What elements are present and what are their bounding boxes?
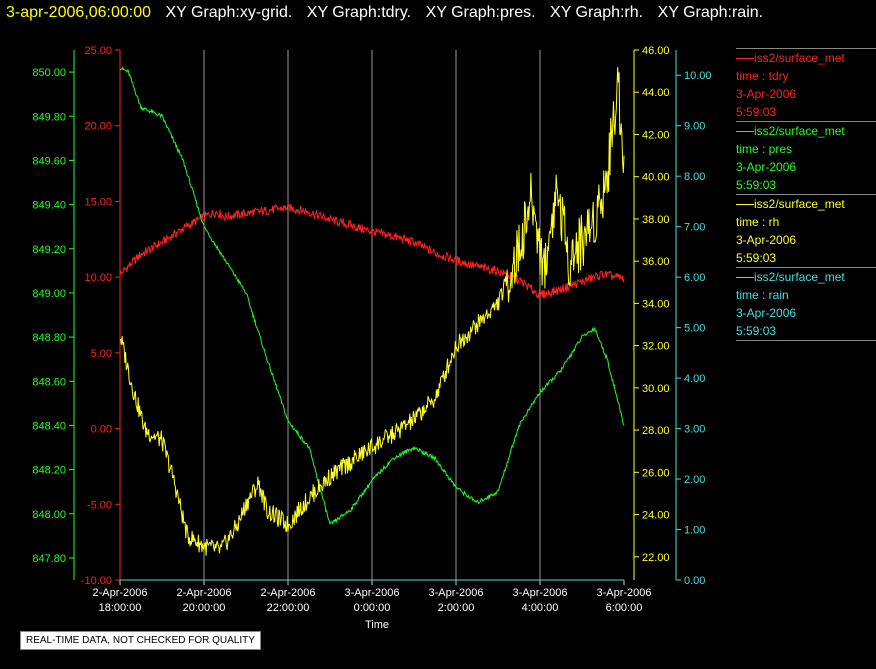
legend-source: iss2/surface_met: [736, 49, 876, 67]
legend-time: 5:59:03: [736, 251, 777, 265]
pres-tick-label: 848.20: [32, 465, 66, 477]
legend-date: 3-Apr-2006: [736, 160, 797, 174]
graph-title-tdry: XY Graph:tdry.: [306, 4, 412, 21]
x-tick-label-date: 3-Apr-2006: [344, 587, 399, 599]
tdry-series-line: [119, 202, 625, 300]
x-tick-label-date: 3-Apr-2006: [428, 587, 483, 599]
rh-tick-label: 28.00: [642, 425, 670, 437]
rain-tick-label: 5.00: [684, 323, 705, 335]
x-tick-label-date: 2-Apr-2006: [92, 587, 147, 599]
legend-date: 3-Apr-2006: [736, 87, 797, 101]
rain-tick-label: 2.00: [684, 474, 705, 486]
x-tick-label-time: 2:00:00: [438, 602, 475, 614]
graph-title-rain: XY Graph:rain.: [657, 4, 764, 21]
rh-tick-label: 44.00: [642, 87, 670, 99]
tdry-tick-label: 25.00: [84, 45, 112, 57]
rain-tick-label: 8.00: [684, 171, 705, 183]
rh-tick-label: 26.00: [642, 467, 670, 479]
rh-tick-label: 34.00: [642, 298, 670, 310]
legend-entry-rain: iss2/surface_met time : rain 3-Apr-2006 …: [736, 267, 876, 341]
rh-tick-label: 22.00: [642, 552, 670, 564]
legend-entry-tdry: iss2/surface_met time : tdry 3-Apr-2006 …: [736, 48, 876, 121]
legend-source: iss2/surface_met: [736, 195, 876, 213]
pres-tick-label: 849.20: [32, 244, 66, 256]
x-tick-label-time: 4:00:00: [522, 602, 559, 614]
pres-tick-label: 848.60: [32, 376, 66, 388]
x-tick-label-date: 2-Apr-2006: [260, 587, 315, 599]
x-tick-label-date: 2-Apr-2006: [176, 587, 231, 599]
rh-series-line: [119, 67, 625, 556]
pres-tick-label: 848.00: [32, 509, 66, 521]
pres-tick-label: 848.40: [32, 420, 66, 432]
rain-tick-label: 1.00: [684, 525, 705, 537]
rh-tick-label: 24.00: [642, 510, 670, 522]
legend-date: 3-Apr-2006: [736, 306, 797, 320]
legend-time: 5:59:03: [736, 178, 777, 192]
rain-tick-label: 0.00: [684, 575, 705, 587]
x-axis-title: Time: [365, 619, 389, 631]
x-tick-label-time: 18:00:00: [99, 602, 142, 614]
legend-variable: time : rh: [736, 215, 780, 229]
legend-variable: time : pres: [736, 142, 793, 156]
pres-tick-label: 850.00: [32, 67, 66, 79]
rain-tick-label: 4.00: [684, 373, 705, 385]
graph-title-xy-grid: XY Graph:xy-grid.: [165, 4, 293, 21]
tdry-tick-label: 5.00: [91, 348, 112, 360]
legend-date: 3-Apr-2006: [736, 233, 797, 247]
legend-source: iss2/surface_met: [736, 122, 876, 140]
rain-tick-label: 7.00: [684, 222, 705, 234]
legend-variable: time : tdry: [736, 69, 789, 83]
tdry-tick-label: 15.00: [84, 196, 112, 208]
legend-time: 5:59:03: [736, 105, 777, 119]
x-tick-label-date: 3-Apr-2006: [596, 587, 651, 599]
x-tick-label-time: 22:00:00: [267, 602, 310, 614]
rain-tick-label: 3.00: [684, 424, 705, 436]
pres-series-line: [119, 65, 625, 526]
legend-time: 5:59:03: [736, 324, 777, 338]
tdry-tick-label: -5.00: [87, 499, 112, 511]
x-tick-label-time: 6:00:00: [606, 602, 643, 614]
pres-tick-label: 847.80: [32, 553, 66, 565]
legend-source: iss2/surface_met: [736, 268, 876, 286]
tdry-tick-label: -10.00: [81, 575, 112, 587]
x-tick-label-time: 0:00:00: [354, 602, 391, 614]
tdry-tick-label: 20.00: [84, 121, 112, 133]
rh-tick-label: 38.00: [642, 214, 670, 226]
pres-tick-label: 849.40: [32, 200, 66, 212]
pres-tick-label: 849.60: [32, 155, 66, 167]
rh-tick-label: 42.00: [642, 129, 670, 141]
graph-title-pres: XY Graph:pres.: [425, 4, 536, 21]
rh-tick-label: 32.00: [642, 341, 670, 353]
rain-tick-label: 9.00: [684, 121, 705, 133]
legend: iss2/surface_met time : tdry 3-Apr-2006 …: [736, 48, 876, 341]
graph-header: 3-apr-2006,06:00:00 XY Graph:xy-grid. XY…: [6, 2, 773, 24]
rain-tick-label: 10.00: [684, 70, 712, 82]
tdry-tick-label: 0.00: [91, 424, 112, 436]
rain-tick-label: 6.00: [684, 272, 705, 284]
pres-tick-label: 848.80: [32, 332, 66, 344]
legend-entry-rh: iss2/surface_met time : rh 3-Apr-2006 5:…: [736, 194, 876, 267]
rh-tick-label: 30.00: [642, 383, 670, 395]
legend-variable: time : rain: [736, 288, 789, 302]
rh-tick-label: 46.00: [642, 45, 670, 57]
rh-tick-label: 40.00: [642, 172, 670, 184]
legend-entry-pres: iss2/surface_met time : pres 3-Apr-2006 …: [736, 121, 876, 194]
x-tick-label-date: 3-Apr-2006: [512, 587, 567, 599]
graph-title-rh: XY Graph:rh.: [550, 4, 644, 21]
tdry-tick-label: 10.00: [84, 272, 112, 284]
timestamp: 3-apr-2006,06:00:00: [6, 4, 151, 21]
quality-notice: REAL-TIME DATA, NOT CHECKED FOR QUALITY: [20, 631, 261, 650]
pres-tick-label: 849.00: [32, 288, 66, 300]
rh-tick-label: 36.00: [642, 256, 670, 268]
x-tick-label-time: 20:00:00: [183, 602, 226, 614]
pres-tick-label: 849.80: [32, 111, 66, 123]
